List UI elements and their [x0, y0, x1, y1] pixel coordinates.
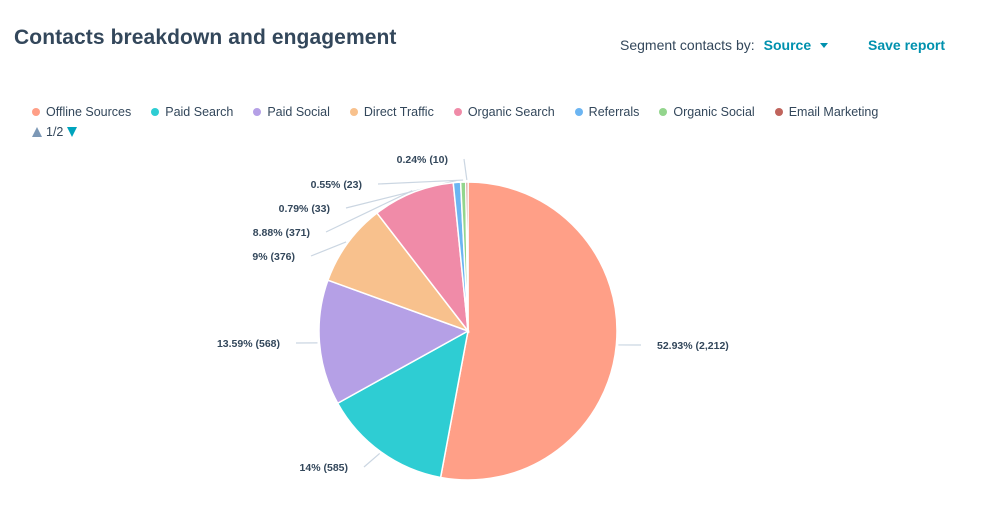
- pie-slice-email-marketing[interactable]: [464, 181, 469, 332]
- legend-label: Organic Search: [467, 105, 555, 119]
- legend-swatch: [774, 108, 783, 116]
- save-report-button[interactable]: Save report: [868, 37, 946, 53]
- legend-prev-page-icon[interactable]: [32, 127, 42, 137]
- legend-item-referrals[interactable]: Referrals: [574, 105, 640, 119]
- leader-line: [363, 453, 381, 468]
- legend-item-organic-search[interactable]: Organic Search: [453, 105, 555, 119]
- data-label-organic-search: 8.88% (371): [253, 227, 310, 239]
- segment-label: Segment contacts by:: [620, 37, 755, 53]
- legend-swatch: [32, 108, 40, 116]
- legend-swatch: [574, 108, 583, 116]
- leader-line: [377, 179, 464, 185]
- legend-swatch: [659, 108, 668, 116]
- legend-label: Paid Search: [165, 105, 234, 119]
- chevron-down-icon: [820, 43, 829, 48]
- pie-slice-offline-sources[interactable]: [439, 181, 618, 481]
- legend-item-paid-social[interactable]: Paid Social: [253, 105, 330, 119]
- legend-swatch: [349, 108, 358, 116]
- legend-label: Direct Traffic: [363, 105, 434, 119]
- leader-line: [310, 241, 347, 257]
- legend-pager: 1/2: [32, 125, 78, 139]
- legend-page-indicator: 1/2: [46, 125, 64, 139]
- pie-slice-organic-search[interactable]: [375, 181, 470, 334]
- pie-slice-direct-traffic[interactable]: [326, 211, 471, 333]
- chart-legend: Offline Sources Paid Search Paid Social …: [32, 105, 878, 119]
- segment-control: Segment contacts by: Source: [620, 37, 829, 53]
- legend-item-email-marketing[interactable]: Email Marketing: [774, 105, 879, 119]
- legend-label: Paid Social: [267, 105, 330, 119]
- legend-item-offline-sources[interactable]: Offline Sources: [32, 105, 131, 119]
- data-label-email-marketing: 0.24% (10): [397, 154, 448, 166]
- leader-line: [325, 190, 413, 233]
- segment-value: Source: [763, 37, 812, 53]
- data-label-organic-social: 0.55% (23): [311, 179, 362, 191]
- legend-item-direct-traffic[interactable]: Direct Traffic: [349, 105, 434, 119]
- legend-label: Offline Sources: [46, 105, 132, 119]
- legend-swatch: [453, 108, 462, 116]
- legend-label: Referrals: [588, 105, 640, 119]
- pie-slice-paid-search[interactable]: [336, 329, 470, 479]
- pie-slices: [318, 181, 618, 481]
- legend-label: Organic Social: [673, 105, 755, 119]
- leader-line: [463, 158, 468, 181]
- data-label-direct-traffic: 9% (376): [252, 251, 295, 263]
- data-label-offline-sources: 52.93% (2,212): [657, 340, 729, 352]
- legend-next-page-icon[interactable]: [67, 127, 78, 137]
- legend-item-paid-search[interactable]: Paid Search: [151, 105, 233, 119]
- legend-label: Email Marketing: [788, 105, 879, 119]
- page-title: Contacts breakdown and engagement: [14, 26, 397, 49]
- legend-item-organic-social[interactable]: Organic Social: [659, 105, 755, 119]
- legend-swatch: [253, 108, 262, 116]
- data-label-referrals: 0.79% (33): [279, 203, 330, 215]
- segment-dropdown[interactable]: Source: [763, 37, 829, 53]
- data-labels: 52.93% (2,212) 14% (585) 13.59% (568) 9% (3…: [217, 154, 729, 474]
- legend-swatch: [151, 108, 160, 116]
- data-label-paid-search: 14% (585): [300, 462, 348, 474]
- pie-slice-paid-social[interactable]: [318, 279, 470, 405]
- data-label-paid-social: 13.59% (568): [217, 338, 280, 350]
